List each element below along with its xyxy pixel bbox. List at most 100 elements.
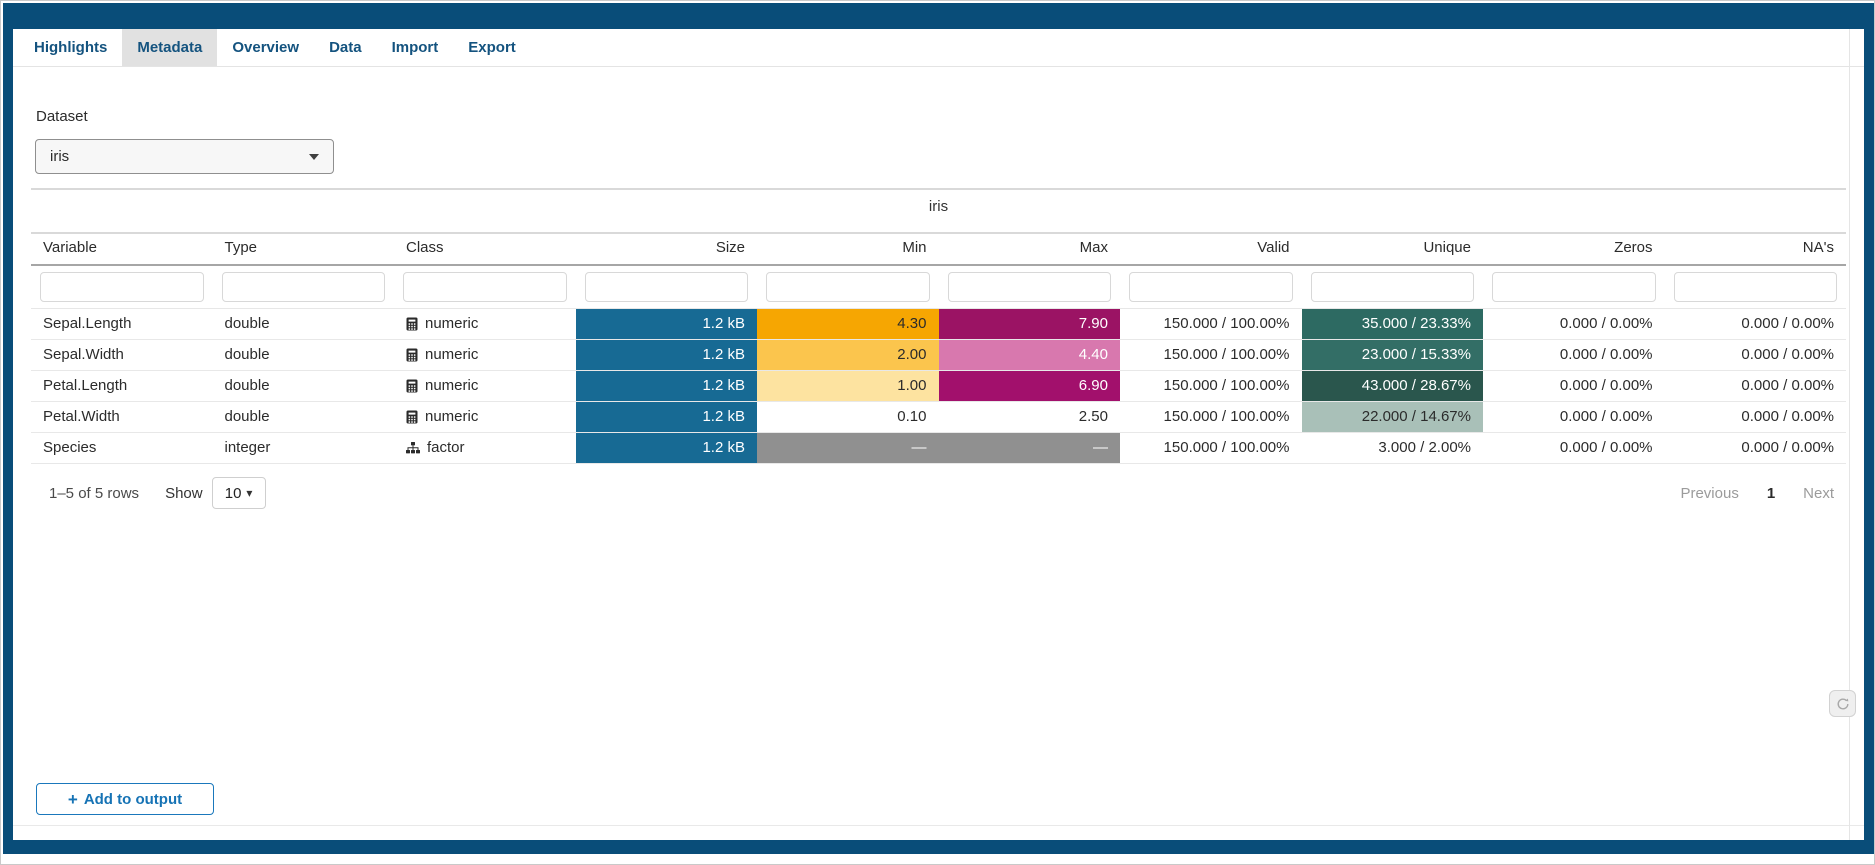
column-header-variable[interactable]: Variable [43,239,97,256]
table-filter-row [31,266,1846,309]
table-row: Petal.Width double numeric 1.2 kB 0.10 2… [31,402,1846,433]
rows-range-info: 1–5 of 5 rows [49,484,140,502]
filter-input-valid[interactable] [1129,272,1293,302]
table-title: iris [928,198,949,215]
class-cell: numeric [394,402,576,432]
variable-cell: Species [43,439,97,456]
page-size-value: 10 [224,484,242,502]
calculator-icon [406,410,418,424]
column-header-min[interactable]: Min [902,239,927,256]
calculator-icon [406,379,418,393]
size-cell: 1.2 kB [575,433,757,463]
frame-border-top [3,3,1874,29]
table-pagination: 1–5 of 5 rows Show 10 ▾ Previous 1 Next [31,463,1846,523]
tab-import[interactable]: Import [391,39,439,56]
plus-icon: + [67,789,78,809]
dataset-label: Dataset [36,108,88,125]
min-cell: 2.00 [757,340,939,370]
filter-input-unique[interactable] [1310,272,1474,302]
class-cell: numeric [394,371,576,401]
metadata-table: Variable Type Class Size Min Max Valid U… [31,232,1846,464]
unique-cell: 3.000 / 2.00% [1378,439,1471,456]
type-cell: double [224,377,270,394]
valid-cell: 150.000 / 100.00% [1163,377,1290,394]
calculator-icon [406,348,418,362]
min-cell: — [757,433,939,463]
column-header-type[interactable]: Type [224,239,258,256]
add-to-output-button[interactable]: + Add to output [36,783,214,815]
tab-bar: Highlights Metadata Overview Data Import… [13,29,1864,67]
column-header-unique[interactable]: Unique [1423,239,1471,256]
zeros-cell: 0.000 / 0.00% [1559,408,1653,425]
filter-input-nas[interactable] [1673,272,1837,302]
tab-data[interactable]: Data [329,39,362,56]
filter-input-min[interactable] [766,272,930,302]
class-label: numeric [425,377,479,394]
dataset-selected-value: iris [50,148,70,165]
reload-icon[interactable] [1829,690,1856,717]
nas-cell: 0.000 / 0.00% [1741,315,1834,332]
scrollbar-gutter [1849,29,1850,840]
tab-export[interactable]: Export [468,39,516,56]
frame-border-right [1864,3,1874,854]
column-header-class[interactable]: Class [406,239,444,256]
nas-cell: 0.000 / 0.00% [1741,377,1834,394]
table-row: Sepal.Length double numeric 1.2 kB 4.30 … [31,309,1846,340]
min-cell: 4.30 [757,309,939,339]
variable-cell: Sepal.Width [43,346,124,363]
size-cell: 1.2 kB [575,371,757,401]
valid-cell: 150.000 / 100.00% [1163,439,1290,456]
column-header-max[interactable]: Max [1079,239,1108,256]
variable-cell: Petal.Length [43,377,128,394]
zeros-cell: 0.000 / 0.00% [1559,346,1653,363]
nas-cell: 0.000 / 0.00% [1741,439,1834,456]
type-cell: double [224,408,270,425]
table-row: Sepal.Width double numeric 1.2 kB 2.00 4… [31,340,1846,371]
previous-page-button[interactable]: Previous [1680,484,1739,502]
chevron-down-icon: ▾ [246,486,253,500]
page-number-button[interactable]: 1 [1766,484,1776,502]
type-cell: integer [224,439,271,456]
zeros-cell: 0.000 / 0.00% [1559,377,1653,394]
type-cell: double [224,315,270,332]
max-cell: 4.40 [938,340,1120,370]
page-size-select[interactable]: 10 ▾ [211,477,266,509]
class-label: numeric [425,346,479,363]
unique-cell: 43.000 / 28.67% [1301,371,1483,401]
tab-overview[interactable]: Overview [232,39,300,56]
filter-input-size[interactable] [584,272,748,302]
type-cell: double [224,346,270,363]
size-cell: 1.2 kB [575,340,757,370]
class-cell: factor [394,433,576,463]
filter-input-variable[interactable] [40,272,204,302]
filter-input-class[interactable] [403,272,567,302]
class-label: numeric [425,315,479,332]
column-header-zeros[interactable]: Zeros [1614,239,1653,256]
zeros-cell: 0.000 / 0.00% [1559,315,1653,332]
filter-input-type[interactable] [221,272,385,302]
unique-cell: 23.000 / 15.33% [1301,340,1483,370]
table-header-row: Variable Type Class Size Min Max Valid U… [31,232,1846,266]
filter-input-zeros[interactable] [1492,272,1656,302]
variable-cell: Petal.Width [43,408,120,425]
column-header-size[interactable]: Size [715,239,745,256]
min-cell: 1.00 [757,371,939,401]
dataset-dropdown[interactable]: iris [35,139,334,174]
max-cell: 6.90 [938,371,1120,401]
valid-cell: 150.000 / 100.00% [1163,315,1290,332]
caret-down-icon [309,153,319,160]
zeros-cell: 0.000 / 0.00% [1559,439,1653,456]
size-cell: 1.2 kB [575,402,757,432]
column-header-valid[interactable]: Valid [1257,239,1290,256]
class-cell: numeric [394,340,576,370]
valid-cell: 150.000 / 100.00% [1163,346,1290,363]
filter-input-max[interactable] [947,272,1111,302]
tab-metadata[interactable]: Metadata [122,29,218,66]
nas-cell: 0.000 / 0.00% [1741,346,1834,363]
class-cell: numeric [394,309,576,339]
table-top-divider [31,188,1846,190]
table-row: Species integer factor 1.2 kB — — 150.00… [31,433,1846,464]
tab-highlights[interactable]: Highlights [34,39,108,56]
next-page-button[interactable]: Next [1803,484,1834,502]
column-header-nas[interactable]: NA's [1802,239,1834,256]
